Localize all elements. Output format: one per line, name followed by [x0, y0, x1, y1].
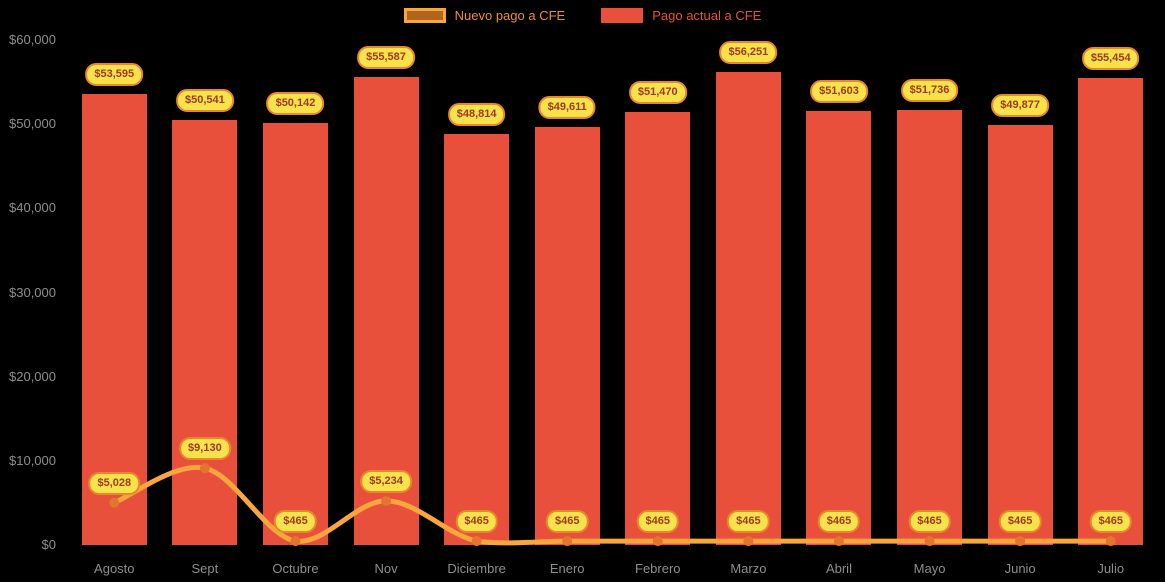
y-axis-tick: $30,000 [9, 284, 56, 300]
line-value-label: $5,028 [88, 471, 141, 495]
legend-label: Nuevo pago a CFE [454, 8, 566, 23]
x-axis-label-octubre: Octubre [272, 561, 319, 576]
line-point-marzo[interactable] [743, 536, 754, 547]
line-point-diciembre[interactable] [471, 536, 482, 547]
line-point-sept[interactable] [199, 463, 210, 474]
x-axis-label-marzo: Marzo [730, 561, 767, 576]
bar-agosto[interactable] [81, 93, 147, 545]
bar-value-label: $55,587 [357, 46, 415, 70]
x-axis-label-febrero: Febrero [635, 561, 681, 576]
bar-value-label: $51,603 [810, 79, 868, 103]
bar-value-label: $51,736 [900, 78, 959, 102]
bar-mayo[interactable] [897, 109, 963, 545]
y-axis-tick: $10,000 [9, 452, 56, 468]
legend-label: Pago actual a CFE [652, 8, 762, 23]
line-point-julio[interactable] [1105, 536, 1116, 547]
bar-value-label: $55,454 [1081, 47, 1140, 71]
line-point-octubre[interactable] [290, 536, 301, 547]
x-axis-label-julio: Julio [1097, 561, 1125, 576]
bar-junio[interactable] [987, 125, 1053, 545]
bar-value-label: $50,142 [266, 91, 325, 115]
legend-swatch-bar [601, 8, 644, 23]
bar-value-label: $51,470 [628, 80, 687, 104]
line-point-febrero[interactable] [652, 536, 663, 547]
x-axis-label-mayo: Mayo [913, 561, 946, 576]
line-point-junio[interactable] [1015, 536, 1026, 547]
legend-item-nuevo-pago[interactable]: Nuevo pago a CFE [403, 8, 566, 23]
line-value-label: $465 [1089, 510, 1132, 534]
nuevo-pago-line [111, 464, 1114, 546]
y-axis-tick: $50,000 [9, 116, 56, 132]
line-value-label: $465 [274, 510, 317, 534]
bar-nov[interactable] [353, 77, 419, 545]
x-axis-label-abril: Abril [825, 561, 852, 576]
bar-value-label: $50,541 [175, 88, 234, 112]
line-value-label: $465 [998, 510, 1042, 534]
line-value-label: $465 [727, 510, 770, 534]
bar-abril[interactable] [806, 110, 872, 545]
bar-value-label: $49,611 [538, 96, 596, 120]
bar-diciembre[interactable] [444, 134, 510, 545]
bar-value-label: $53,595 [85, 62, 144, 86]
bar-octubre[interactable] [262, 122, 328, 545]
x-axis-label-junio: Junio [1004, 561, 1036, 576]
bar-enero[interactable] [534, 127, 600, 545]
x-axis-label-agosto: Agosto [94, 561, 135, 576]
line-point-abril[interactable] [833, 536, 844, 547]
bar-value-label: $56,251 [719, 40, 778, 64]
line-value-label: $9,130 [179, 437, 231, 461]
line-value-label: $465 [908, 510, 951, 534]
x-axis-label-diciembre: Diciembre [447, 561, 506, 576]
line-value-label: $465 [636, 510, 680, 534]
bar-julio[interactable] [1078, 78, 1144, 545]
legend-swatch-line [403, 8, 446, 23]
y-axis-tick: $20,000 [9, 368, 56, 384]
y-axis-tick: $40,000 [9, 200, 56, 216]
bar-sept[interactable] [172, 119, 238, 545]
line-point-nov[interactable] [381, 495, 392, 506]
line-point-agosto[interactable] [109, 497, 120, 508]
line-value-label: $465 [545, 510, 589, 534]
y-axis-tick: $60,000 [9, 32, 56, 47]
legend-item-pago-actual[interactable]: Pago actual a CFE [601, 8, 761, 23]
x-axis-label-enero: Enero [549, 561, 585, 576]
x-axis-label-nov: Nov [374, 561, 398, 576]
bar-value-label: $49,877 [991, 94, 1050, 118]
chart-legend: Nuevo pago a CFE Pago actual a CFE [0, 8, 1165, 23]
line-value-label: $465 [817, 510, 861, 534]
bar-febrero[interactable] [625, 111, 691, 545]
x-axis-label-sept: Sept [191, 561, 219, 576]
line-value-label: $5,234 [360, 469, 412, 493]
line-value-label: $465 [455, 510, 498, 534]
bar-marzo[interactable] [715, 71, 781, 545]
line-point-mayo[interactable] [924, 536, 935, 547]
bar-value-label: $48,814 [447, 103, 506, 127]
line-point-enero[interactable] [562, 536, 573, 547]
y-axis-tick: $0 [41, 537, 56, 552]
